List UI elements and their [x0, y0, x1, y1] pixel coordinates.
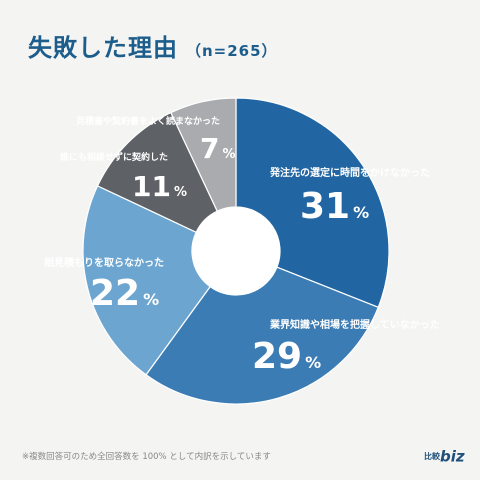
slice-value-4: 11% [132, 170, 187, 203]
slice-value-1: 31% [300, 186, 369, 227]
chart-title-text: 失敗した理由 [28, 34, 178, 62]
slice-value-2: 29% [252, 336, 321, 377]
logo-text-kanji: 比較 [424, 452, 440, 461]
footnote: ※複数回答可のため全回答数を 100% として内訳を示しています [22, 452, 271, 462]
slice-value-5: 7% [200, 132, 236, 165]
brand-logo: 比較biz [424, 446, 465, 466]
slice-value-3: 22% [90, 273, 159, 314]
slice-label-2: 業界知識や相場を把握していなかった [269, 318, 440, 331]
slice-label-5: 見積書や契約書をよく読まなかった [75, 115, 220, 127]
slice-label-3: 相見積もりを取らなかった [44, 256, 164, 269]
chart-subtitle: （n=265） [186, 42, 278, 60]
donut-hole [192, 207, 280, 295]
slice-label-4: 誰にも相談せずに契約した [60, 151, 168, 163]
chart-title: 失敗した理由 （n=265） [28, 28, 278, 63]
logo-text-biz: biz [440, 447, 465, 466]
slice-label-1: 発注先の選定に時間をかけなかった [269, 166, 430, 179]
